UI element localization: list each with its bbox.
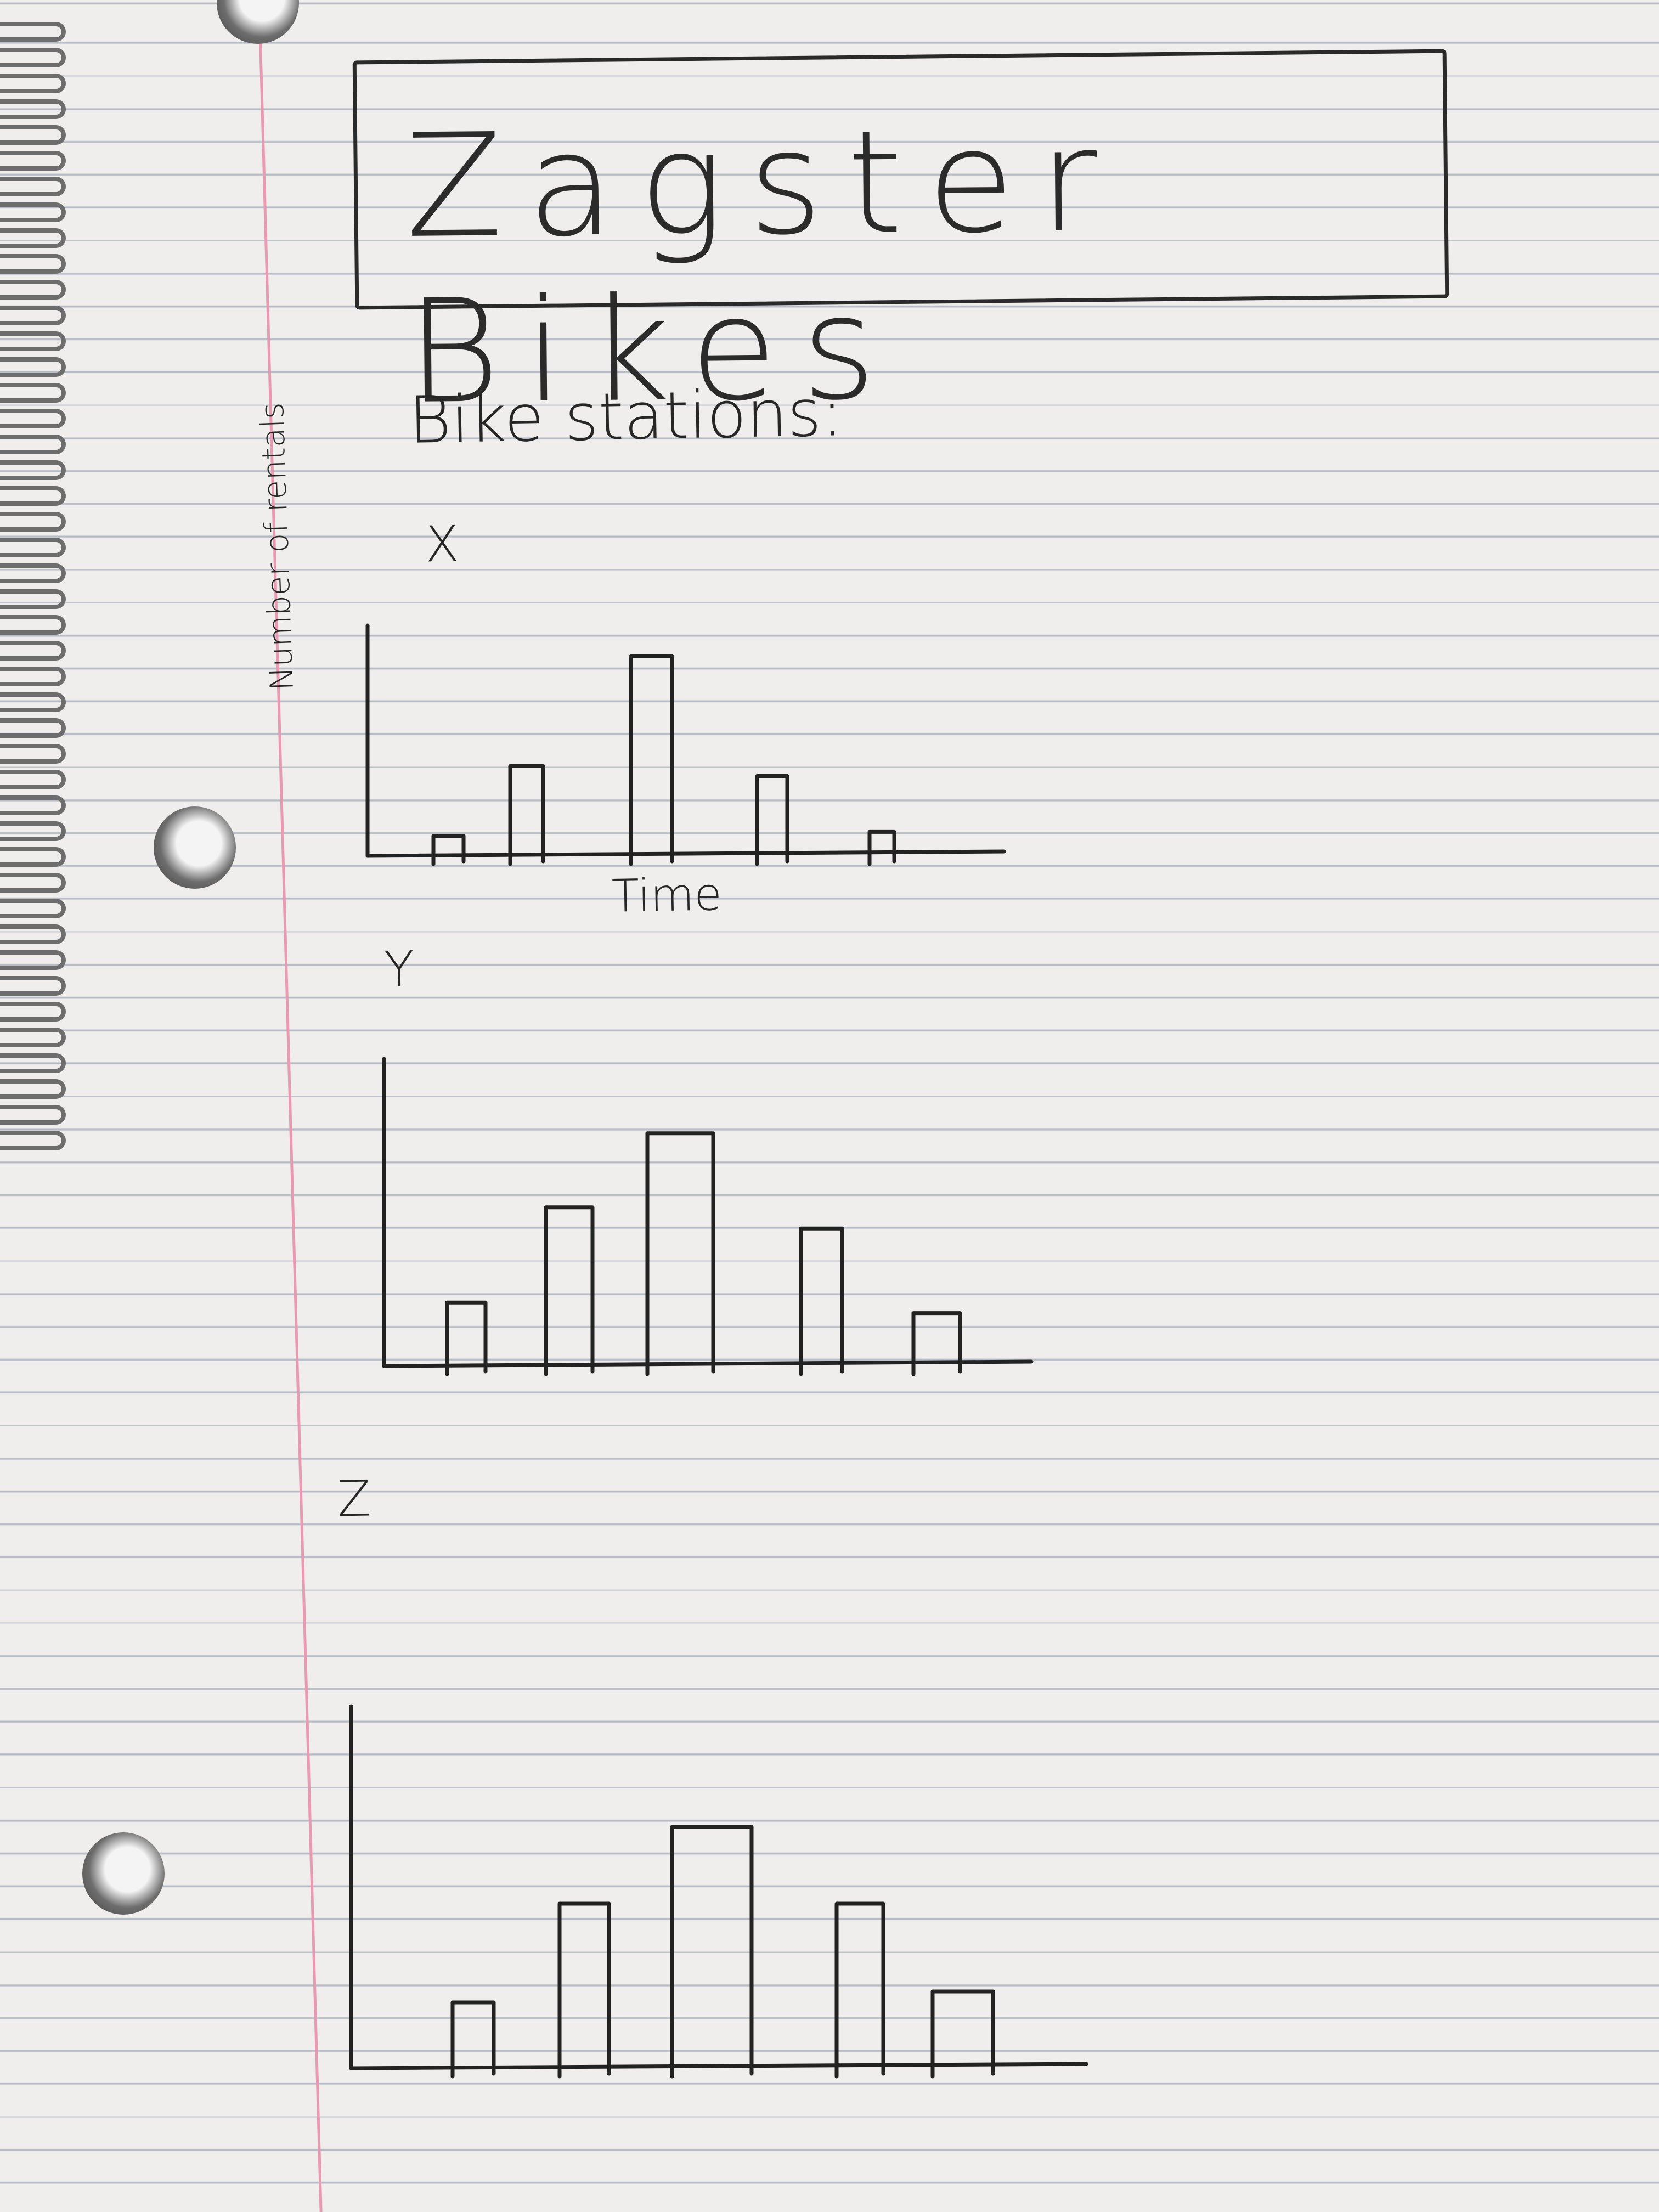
punch-hole xyxy=(82,1832,165,1915)
chart-title-x: X xyxy=(425,515,460,574)
spiral-ring xyxy=(0,563,66,583)
spiral-ring xyxy=(0,667,66,686)
spiral-ring xyxy=(0,1002,66,1022)
spiral-ring xyxy=(0,331,66,351)
bar xyxy=(629,654,674,866)
bar xyxy=(755,774,789,866)
bar xyxy=(557,1901,611,2079)
x-axis xyxy=(349,2062,1088,2070)
spiral-ring xyxy=(0,641,66,661)
spiral-ring xyxy=(0,486,66,506)
spiral-ring xyxy=(0,22,66,42)
spiral-ring xyxy=(0,1028,66,1047)
spiral-ring xyxy=(0,847,66,867)
x-axis xyxy=(382,1359,1034,1368)
spiral-ring xyxy=(0,718,66,738)
bar xyxy=(450,2000,496,2079)
spiral-ring xyxy=(0,177,66,196)
spiral-ring xyxy=(0,692,66,712)
spiral-ring xyxy=(0,512,66,532)
spiral-ring xyxy=(0,873,66,893)
spiral-ring xyxy=(0,950,66,970)
spiral-ring xyxy=(0,770,66,789)
spiral-ring xyxy=(0,1105,66,1125)
x-axis xyxy=(365,849,1006,858)
x-axis-label: Time xyxy=(611,868,723,923)
bar-chart-y xyxy=(382,1057,1034,1376)
spiral-ring xyxy=(0,48,66,67)
bar xyxy=(645,1131,715,1376)
bar xyxy=(911,1311,962,1376)
spiral-ring xyxy=(0,899,66,918)
bar-chart-x xyxy=(365,623,1006,866)
spiral-ring xyxy=(0,795,66,815)
bar-chart-z xyxy=(349,1704,1088,2079)
bar xyxy=(930,1989,995,2079)
spiral-ring xyxy=(0,409,66,428)
punch-hole xyxy=(154,806,236,889)
spiral-ring xyxy=(0,99,66,119)
spiral-ring xyxy=(0,435,66,454)
spiral-ring xyxy=(0,1079,66,1099)
bar xyxy=(544,1205,595,1376)
chart-title-z: Z xyxy=(337,1470,372,1528)
spiral-ring xyxy=(0,383,66,403)
spiral-ring xyxy=(0,1131,66,1150)
bar xyxy=(508,764,545,866)
spiral-ring xyxy=(0,460,66,480)
spiral-ring xyxy=(0,280,66,300)
spiral-ring xyxy=(0,615,66,635)
bar xyxy=(445,1300,488,1376)
spiral-ring xyxy=(0,74,66,93)
spiral-ring xyxy=(0,924,66,944)
spiral-ring xyxy=(0,202,66,222)
spiral-ring xyxy=(0,125,66,145)
chart-title-y: Y xyxy=(383,940,415,999)
bar xyxy=(834,1901,885,2079)
spiral-ring xyxy=(0,306,66,325)
spiral-ring xyxy=(0,976,66,996)
spiral-ring xyxy=(0,1053,66,1073)
bar xyxy=(670,1825,754,2079)
subtitle: Bike stations: xyxy=(408,375,844,458)
spiral-ring xyxy=(0,254,66,274)
spiral-ring xyxy=(0,589,66,609)
spiral-ring xyxy=(0,228,66,248)
bar xyxy=(799,1226,844,1376)
spiral-ring xyxy=(0,744,66,764)
spiral-ring xyxy=(0,151,66,171)
spiral-ring xyxy=(0,821,66,841)
bar xyxy=(431,834,466,866)
spiral-ring xyxy=(0,357,66,377)
spiral-ring xyxy=(0,538,66,557)
bar xyxy=(867,830,896,866)
